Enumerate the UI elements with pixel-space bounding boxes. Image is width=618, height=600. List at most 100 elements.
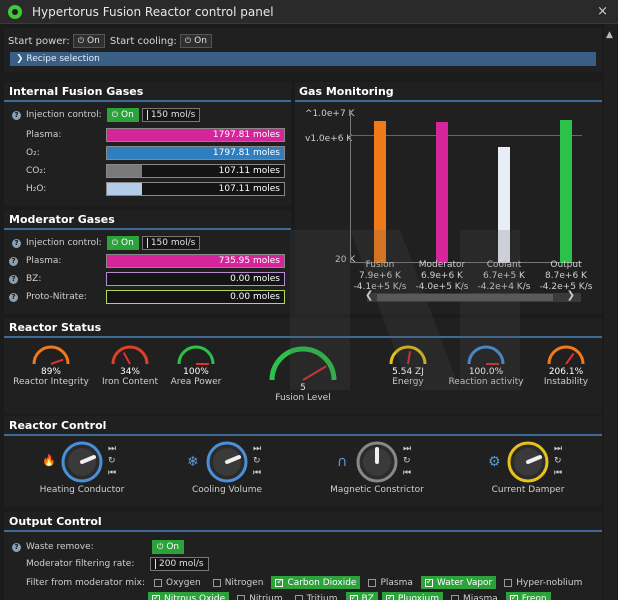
skip-max-icon[interactable]: ⏭ <box>108 444 117 454</box>
knob-label: Heating Conductor <box>39 485 125 495</box>
moderator-injection-button[interactable]: ⏻ On <box>106 236 139 250</box>
checkbox-icon <box>385 593 394 600</box>
power-icon: ⏻ <box>77 36 85 45</box>
gauge-arc <box>547 345 585 365</box>
divider <box>4 336 602 338</box>
reset-icon[interactable]: ↻ <box>403 456 411 466</box>
skip-max-icon[interactable]: ⏭ <box>403 444 412 454</box>
start-power-button[interactable]: ⏻ On <box>72 34 105 48</box>
gauge-needle <box>407 351 412 365</box>
filter-checkbox[interactable]: Tritium <box>291 592 342 600</box>
checkbox-icon <box>237 594 246 600</box>
gas-bar-fill <box>107 183 143 195</box>
chart-gridline <box>350 135 582 136</box>
gas-label: Proto-Nitrate: <box>26 292 87 302</box>
title-bar: Hypertorus Fusion Reactor control panel … <box>0 0 618 24</box>
start-cooling-button[interactable]: ⏻ On <box>179 34 212 48</box>
filter-checkbox[interactable]: Hyper-noblium <box>500 576 586 589</box>
filter-checkbox[interactable]: Nitrium <box>233 592 286 600</box>
skip-min-icon[interactable]: ⏮ <box>554 468 563 478</box>
scroll-left-icon[interactable]: ❮ <box>365 290 374 301</box>
gauge-label: Reaction activity <box>448 377 524 387</box>
filter-rate-row: Moderator filtering rate: 200 mol/s <box>26 557 209 571</box>
skip-max-icon[interactable]: ⏭ <box>554 444 563 454</box>
chart-bar-fusion <box>374 121 386 263</box>
waste-remove-button[interactable]: ⏻ On <box>152 540 185 554</box>
gauge-value: 5.54 ZJ <box>392 367 424 377</box>
fusion-rate-input[interactable]: 150 mol/s <box>141 108 201 122</box>
power-icon: ⏻ <box>184 36 192 45</box>
help-icon[interactable]: ? <box>12 238 21 248</box>
reactor-control-panel: Reactor Control 🔥 ⏭ ↻ ⏮ Heating Conductor ❄ ⏭ ↻… <box>4 416 602 506</box>
moderator-gases-panel: Moderator Gases ? Injection control: ⏻ On… <box>4 210 291 314</box>
filter-checkbox[interactable]: Miasma <box>447 592 502 600</box>
gauge-needle <box>565 352 575 365</box>
moderator-rate-input[interactable]: 150 mol/s <box>141 236 201 250</box>
knob[interactable] <box>355 440 399 484</box>
scroll-right-icon[interactable]: ❯ <box>566 290 575 301</box>
top-controls: Start power: ⏻ On Start cooling: ⏻ On ❯ Re… <box>4 28 602 72</box>
power-icon: ⏻ <box>111 110 119 119</box>
filter-checkbox[interactable]: Oxygen <box>150 576 205 589</box>
fusion-injection-button[interactable]: ⏻ On <box>106 108 139 122</box>
knob[interactable] <box>205 440 249 484</box>
filter-checkbox-label: Plasma <box>380 577 413 588</box>
skip-min-icon[interactable]: ⏮ <box>253 468 262 478</box>
filter-checkbox[interactable]: Water Vapor <box>420 576 497 589</box>
help-icon[interactable]: ? <box>12 542 21 552</box>
gas-monitoring-title: Gas Monitoring <box>299 85 394 98</box>
filter-checkbox[interactable]: BZ <box>345 592 378 600</box>
gas-label: O₂: <box>26 148 40 158</box>
gauge-value: 34% <box>119 367 140 377</box>
chart-category-label: Output <box>550 260 582 270</box>
recipe-selection[interactable]: ❯ Recipe selection <box>10 52 596 66</box>
filter-mix-row-2: Nitrous Oxide Nitrium Tritium BZ Pluoxium Mia… <box>148 592 555 600</box>
help-icon[interactable]: ? <box>9 275 18 284</box>
status-gauge: 5.54 ZJ Energy <box>363 344 453 387</box>
scroll-up-icon[interactable]: ▲ <box>606 30 613 40</box>
filter-checkbox[interactable]: Nitrogen <box>209 576 268 589</box>
reactor-status-title: Reactor Status <box>9 321 102 334</box>
gas-bar-value: 107.11 moles <box>218 166 280 176</box>
checkbox-icon <box>154 578 162 587</box>
snowflake-icon: ❄ <box>187 454 199 470</box>
fusion-gases-title: Internal Fusion Gases <box>9 85 144 98</box>
divider <box>4 228 291 230</box>
chart-rate-label: -4.0e+5 K/s <box>415 282 469 292</box>
filter-rate-input[interactable]: 200 mol/s <box>150 557 209 571</box>
knob[interactable] <box>506 440 550 484</box>
chart-scrollbar[interactable]: ❮ ❯ <box>365 290 581 302</box>
filter-checkbox[interactable]: Pluoxium <box>381 592 444 600</box>
filter-checkbox[interactable]: Nitrous Oxide <box>148 592 230 600</box>
help-icon[interactable]: ? <box>9 257 18 266</box>
gauge-label: Iron Content <box>101 377 159 387</box>
help-icon[interactable]: ? <box>9 293 18 302</box>
scroll-thumb[interactable] <box>377 294 553 301</box>
gas-bar: 1797.81 moles <box>106 128 285 142</box>
scrollbar[interactable]: ▲ <box>604 24 618 600</box>
filter-checkbox[interactable]: Freon <box>505 592 551 600</box>
chart-bar-output <box>560 120 572 263</box>
skip-max-icon[interactable]: ⏭ <box>253 444 262 454</box>
skip-min-icon[interactable]: ⏮ <box>403 468 412 478</box>
filter-checkbox[interactable]: Plasma <box>364 576 416 589</box>
status-gauge: 89% Reactor Integrity <box>6 344 96 387</box>
chevron-right-icon: ❯ <box>16 54 24 64</box>
reset-icon[interactable]: ↻ <box>253 456 261 466</box>
chart-category-label: Coolant <box>486 260 522 270</box>
window-title: Hypertorus Fusion Reactor control panel <box>32 4 274 19</box>
gas-bar-fill <box>107 147 284 159</box>
checkbox-icon <box>349 593 358 600</box>
skip-min-icon[interactable]: ⏮ <box>108 468 117 478</box>
chart-rate-label: -4.2e+5 K/s <box>539 282 593 292</box>
moderator-injection-label: Injection control: <box>26 238 102 248</box>
close-icon[interactable]: × <box>597 4 608 19</box>
gauge-value: 100% <box>183 367 209 377</box>
help-icon[interactable]: ? <box>12 110 21 120</box>
knob[interactable] <box>60 440 104 484</box>
gauge-dial <box>177 345 215 365</box>
filter-checkbox-label: Freon <box>521 593 547 600</box>
filter-checkbox[interactable]: Carbon Dioxide <box>271 576 361 589</box>
reset-icon[interactable]: ↻ <box>108 456 116 466</box>
reset-icon[interactable]: ↻ <box>554 456 562 466</box>
